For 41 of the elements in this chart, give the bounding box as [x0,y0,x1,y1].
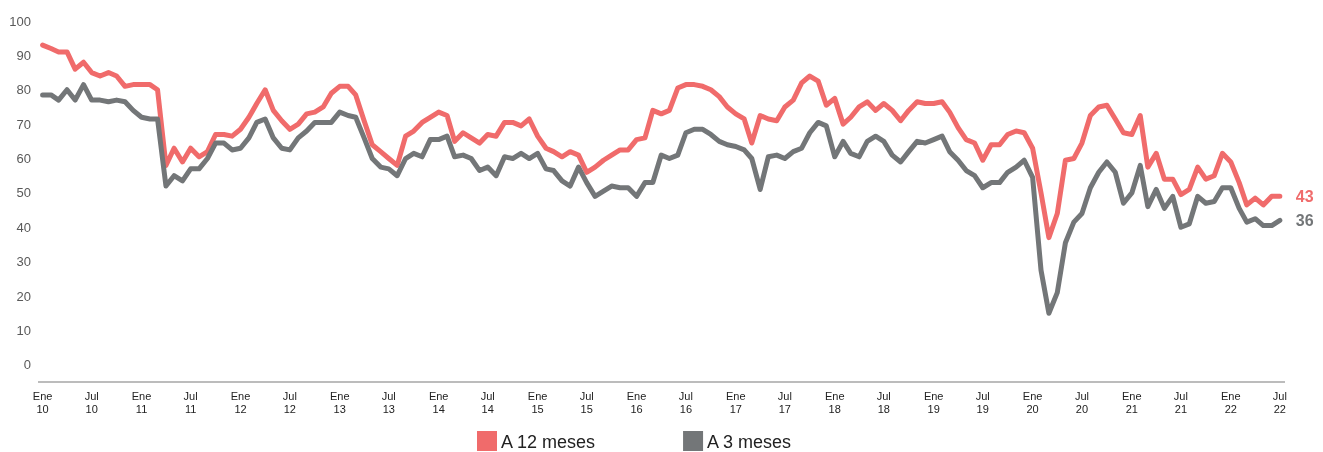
x-tick-label: Ene 19 [923,390,944,415]
y-tick-label: 90 [16,47,31,63]
x-tick-label: Ene 18 [824,390,845,415]
y-tick-label: 80 [16,82,31,98]
x-tick-label: Jul 15 [579,390,594,415]
x-tick-label: Jul 22 [1272,390,1287,415]
y-tick-label: 40 [16,219,31,235]
text: 36 [1295,212,1314,230]
y-tick-label: 100 [9,13,31,29]
y-tick-label: 30 [16,254,31,270]
x-tick-label: Jul 11 [183,390,198,415]
legend-label: A 12 meses [501,432,596,452]
x-tick-label: Ene 20 [1022,390,1043,415]
x-tick-label: Jul 16 [678,390,693,415]
x-tick-label: Jul 20 [1074,390,1089,415]
x-tick-label: Ene 21 [1122,390,1142,415]
y-tick-label: 10 [16,322,31,338]
x-tick-label: Jul 14 [480,390,495,415]
x-tick-label: Jul 10 [84,390,99,415]
x-tick-label: Ene 13 [329,390,350,415]
y-tick-label: 20 [16,288,31,304]
x-tick-label: Jul 17 [777,390,792,415]
y-tick-label: 50 [16,185,31,201]
x-tick-label: Ene 15 [527,390,548,415]
y-tick-label: 60 [16,151,31,167]
x-tick-label: Jul 12 [282,390,297,415]
x-tick-label: Ene 11 [131,390,152,415]
x-tick-label: Ene 17 [725,390,746,415]
x-tick-label: Ene 14 [428,390,449,415]
text: 43 [1295,187,1314,205]
x-tick-label: Ene 22 [1220,390,1241,415]
legend-label: A 3 meses [707,432,792,452]
x-tick-label: Ene 16 [626,390,647,415]
x-tick-label: Jul 21 [1173,390,1188,415]
x-tick-label: Ene 10 [32,390,53,415]
x-tick-label: Ene 12 [230,390,251,415]
x-tick-label: Jul 19 [975,390,990,415]
x-tick-label: Jul 18 [876,390,891,415]
y-tick-label: 0 [23,357,31,373]
x-tick-label: Jul 13 [381,390,396,415]
y-tick-label: 70 [16,116,31,132]
